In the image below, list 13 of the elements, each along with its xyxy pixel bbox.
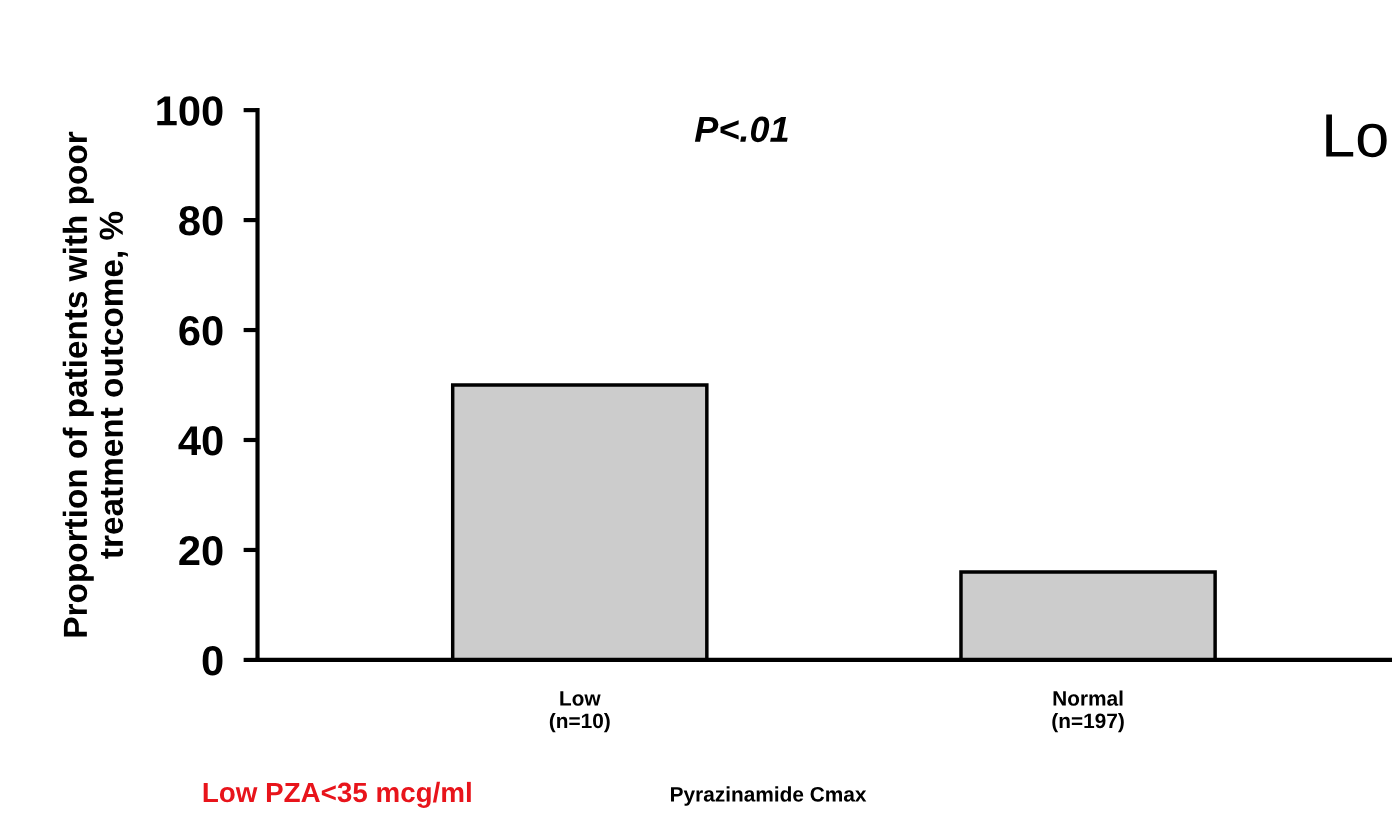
x-tick-label: Normal (n=197) xyxy=(1052,690,1124,733)
x-axis-title: Pyrazinamide Cmax xyxy=(671,786,867,806)
y-tick-label: 60 xyxy=(179,316,223,346)
x-tick-label: Low (n=10) xyxy=(549,691,610,733)
y-tick-label: 100 xyxy=(157,96,223,126)
y-axis-title: Proportion of patients with poor treatment outcome, % xyxy=(62,131,128,637)
y-tick-label: 80 xyxy=(179,206,223,236)
text: Low PZA<35 mcg/ml xyxy=(203,781,471,808)
annotation: P<.01 xyxy=(694,116,788,143)
annotation: Lo xyxy=(1326,114,1387,158)
y-tick-label: 40 xyxy=(178,426,223,456)
y-tick-label: 20 xyxy=(179,535,223,566)
y-tick-label: 0 xyxy=(202,645,223,676)
